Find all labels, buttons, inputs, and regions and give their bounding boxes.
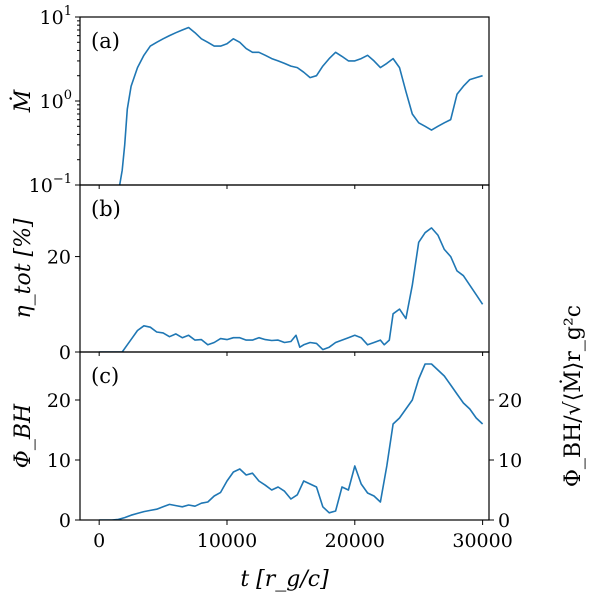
y-tick-label-exponent: −1: [53, 172, 72, 187]
y-tick-label: 10: [47, 450, 71, 472]
axis-frame: [79, 16, 490, 186]
panel-label: (a): [91, 29, 120, 53]
y-tick-label: 20: [47, 247, 71, 269]
panel-label: (c): [91, 364, 119, 388]
y-axis-title: Ṁ: [9, 89, 36, 113]
y-right-tick-label: 10: [498, 450, 522, 472]
y-right-tick-label: 20: [498, 390, 522, 412]
y-tick-label: 20: [47, 390, 71, 412]
y-tick-label: 100: [40, 88, 72, 113]
y-axis-title: Φ_BH: [11, 403, 36, 468]
x-axis-title: t [r_g/c]: [240, 567, 329, 592]
panel-c: (c) 0 10 20 0 10 20 Φ_BH/√⟨Ṁ⟩r_g²c 0 10000 20000 30…: [11, 305, 586, 592]
y-tick-label: 0: [59, 510, 71, 532]
panel-b: (b) 0 20 η_tot [%]: [11, 184, 490, 364]
y-tick-label-base: 10: [40, 91, 64, 113]
y-tick-label-base: 10: [40, 7, 64, 29]
series-line: [99, 363, 484, 520]
panel-label: (b): [91, 197, 121, 221]
series-line: [99, 227, 484, 352]
y-tick-label-exponent: 0: [64, 88, 72, 103]
x-tick-label: 20000: [325, 530, 385, 552]
x-tick-label: 10000: [197, 530, 257, 552]
y-tick-label: 0: [59, 342, 71, 364]
x-tick-label: 30000: [452, 530, 512, 552]
y-tick-label: 101: [40, 4, 72, 29]
y-tick-label-exponent: 1: [64, 4, 72, 19]
y-tick-label-base: 10: [29, 175, 53, 197]
y-right-tick-label: 0: [498, 510, 510, 532]
y-axis-title: η_tot [%]: [11, 218, 36, 319]
x-tick-label: 0: [93, 530, 105, 552]
axis-frame: [79, 351, 490, 521]
y-right-axis-title: Φ_BH/√⟨Ṁ⟩r_g²c: [559, 305, 586, 487]
series-line: [118, 26, 483, 185]
y-tick-label: 10−1: [29, 172, 72, 197]
